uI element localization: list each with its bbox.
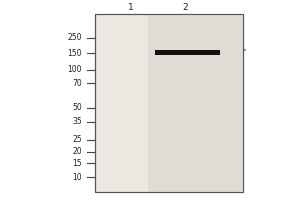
Text: 250: 250 — [68, 33, 82, 43]
Text: 10: 10 — [72, 172, 82, 182]
Text: 35: 35 — [72, 117, 82, 127]
Text: 150: 150 — [68, 48, 82, 58]
Text: 100: 100 — [68, 66, 82, 74]
Text: 50: 50 — [72, 104, 82, 112]
Text: 25: 25 — [72, 136, 82, 144]
Text: 2: 2 — [182, 3, 188, 12]
Text: 70: 70 — [72, 78, 82, 88]
Text: 20: 20 — [72, 148, 82, 156]
Text: 1: 1 — [128, 3, 134, 12]
Text: 15: 15 — [72, 158, 82, 167]
